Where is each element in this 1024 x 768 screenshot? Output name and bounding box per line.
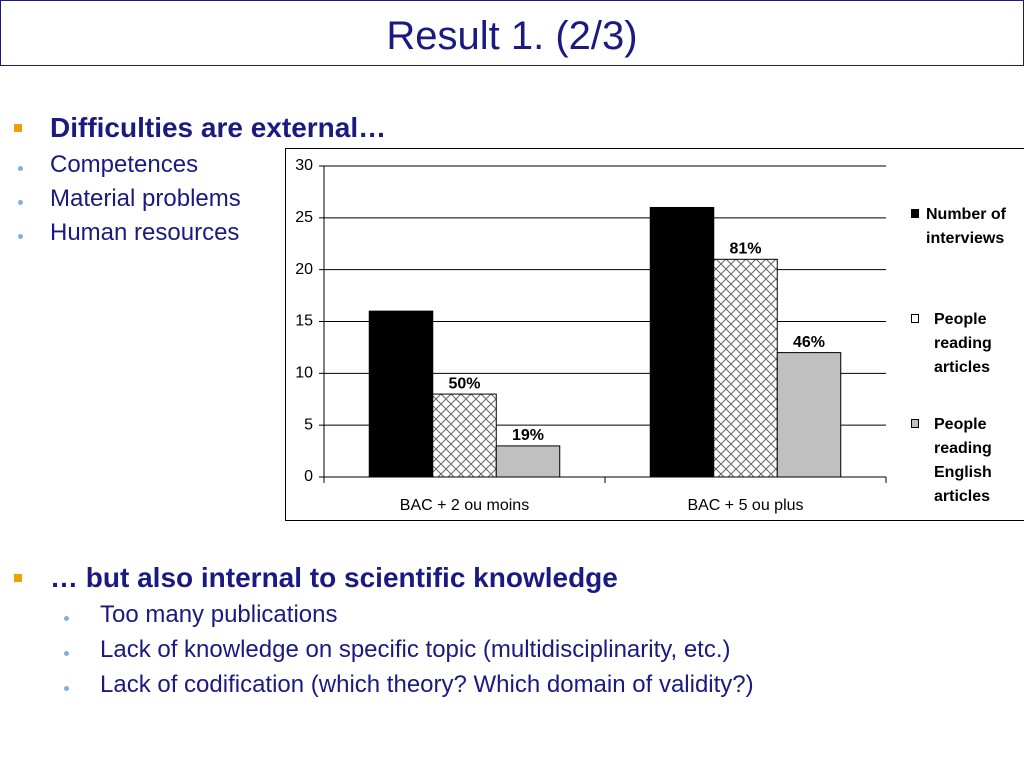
bullet-item: Human resources xyxy=(50,219,240,246)
bullet-item: Material problems xyxy=(50,185,241,212)
legend-swatch xyxy=(911,419,919,428)
bar xyxy=(432,393,497,478)
legend-swatch xyxy=(911,314,919,323)
heading: … but also internal to scientific knowle… xyxy=(50,562,618,593)
bullet-square xyxy=(14,574,22,582)
bar xyxy=(649,206,715,478)
bullet xyxy=(64,686,69,691)
slide-title: Result 1. (2/3) xyxy=(0,0,1024,66)
y-tick-label: 15 xyxy=(295,313,313,330)
bullet xyxy=(18,234,23,239)
bar xyxy=(368,310,434,478)
legend-label: Number of interviews xyxy=(926,206,1006,247)
bullet xyxy=(18,200,23,205)
x-tick-label: BAC + 2 ou moins xyxy=(400,497,529,514)
bar xyxy=(495,445,561,478)
bullet-item: Too many publications xyxy=(100,601,338,628)
y-tick-label: 0 xyxy=(304,468,313,485)
bullet-item: Lack of knowledge on specific topic (mul… xyxy=(100,636,731,663)
y-tick-label: 30 xyxy=(295,157,313,174)
bar xyxy=(776,352,842,478)
heading: Difficulties are external… xyxy=(50,112,387,143)
legend-swatch xyxy=(911,209,919,218)
y-tick-label: 25 xyxy=(295,209,313,226)
bullet xyxy=(18,166,23,171)
bullet-item: Lack of codification (which theory? Whic… xyxy=(100,671,754,698)
bullet-item: Competences xyxy=(50,151,199,178)
value-label: 81% xyxy=(729,241,761,258)
value-label: 50% xyxy=(448,375,480,392)
legend-label: People reading English articles xyxy=(934,416,992,505)
chart-svg: 0 5 10 15 20 25 30 BAC + 2 ou moins 50% 19% BAC + … xyxy=(295,157,887,514)
value-label: 46% xyxy=(793,334,825,351)
bar xyxy=(713,258,778,478)
chart: 0 5 10 15 20 25 30 BAC + 2 ou moins 50% 19% BAC + … xyxy=(285,148,1024,521)
value-label: 19% xyxy=(512,427,544,444)
x-tick-label: BAC + 5 ou plus xyxy=(687,497,803,514)
bullet xyxy=(64,651,69,656)
bullet-square xyxy=(14,124,22,132)
legend-label: People reading articles xyxy=(934,311,992,376)
y-tick-label: 5 xyxy=(304,416,313,433)
y-tick-label: 10 xyxy=(295,365,313,382)
bullet xyxy=(64,616,69,621)
y-tick-label: 20 xyxy=(295,261,313,278)
